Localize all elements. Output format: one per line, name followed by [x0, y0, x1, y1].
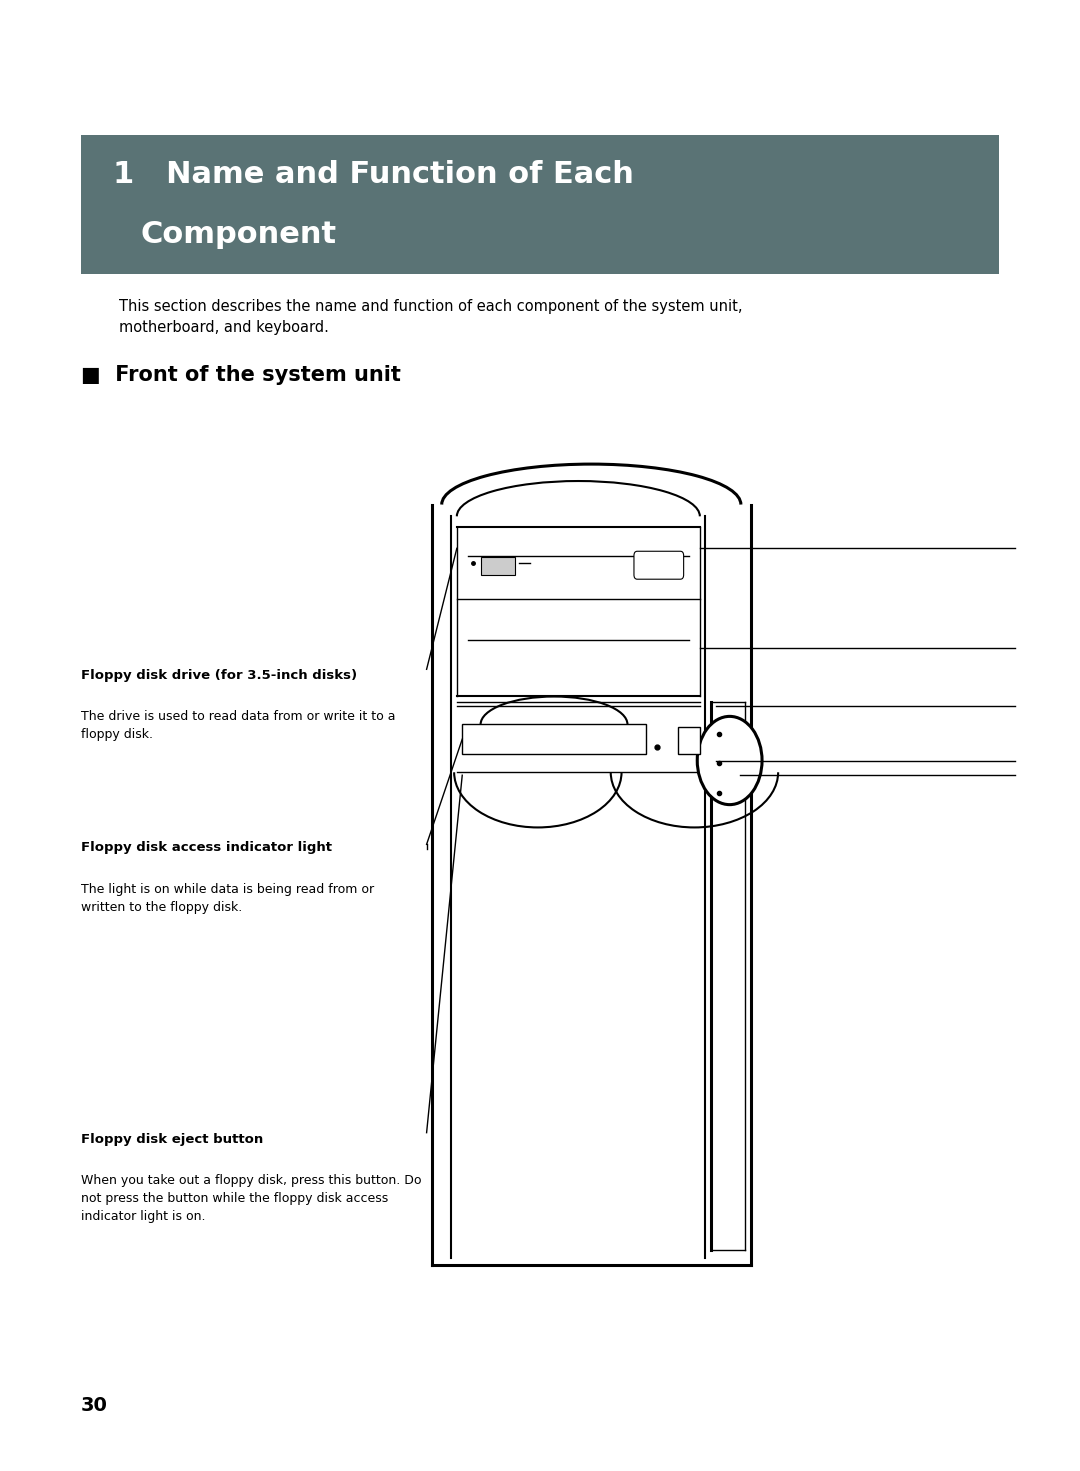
Text: Floppy disk access indicator light: Floppy disk access indicator light — [81, 841, 332, 855]
Bar — [481, 558, 515, 575]
Text: 30: 30 — [81, 1396, 108, 1415]
Text: 1   Name and Function of Each: 1 Name and Function of Each — [113, 159, 634, 188]
Text: The light is on while data is being read from or
written to the floppy disk.: The light is on while data is being read… — [81, 883, 374, 913]
Text: Floppy disk drive (for 3.5-inch disks): Floppy disk drive (for 3.5-inch disks) — [81, 669, 357, 683]
Text: This section describes the name and function of each component of the system uni: This section describes the name and func… — [119, 299, 742, 334]
Text: The drive is used to read data from or write it to a
floppy disk.: The drive is used to read data from or w… — [81, 710, 395, 741]
Bar — [81, 135, 999, 274]
FancyBboxPatch shape — [634, 552, 684, 580]
Circle shape — [698, 716, 762, 805]
Text: When you take out a floppy disk, press this button. Do
not press the button whil: When you take out a floppy disk, press t… — [81, 1174, 421, 1222]
Bar — [678, 727, 700, 753]
Text: Component: Component — [140, 221, 337, 250]
Bar — [462, 724, 646, 753]
Text: ■  Front of the system unit: ■ Front of the system unit — [81, 365, 401, 385]
Text: Floppy disk eject button: Floppy disk eject button — [81, 1133, 264, 1146]
